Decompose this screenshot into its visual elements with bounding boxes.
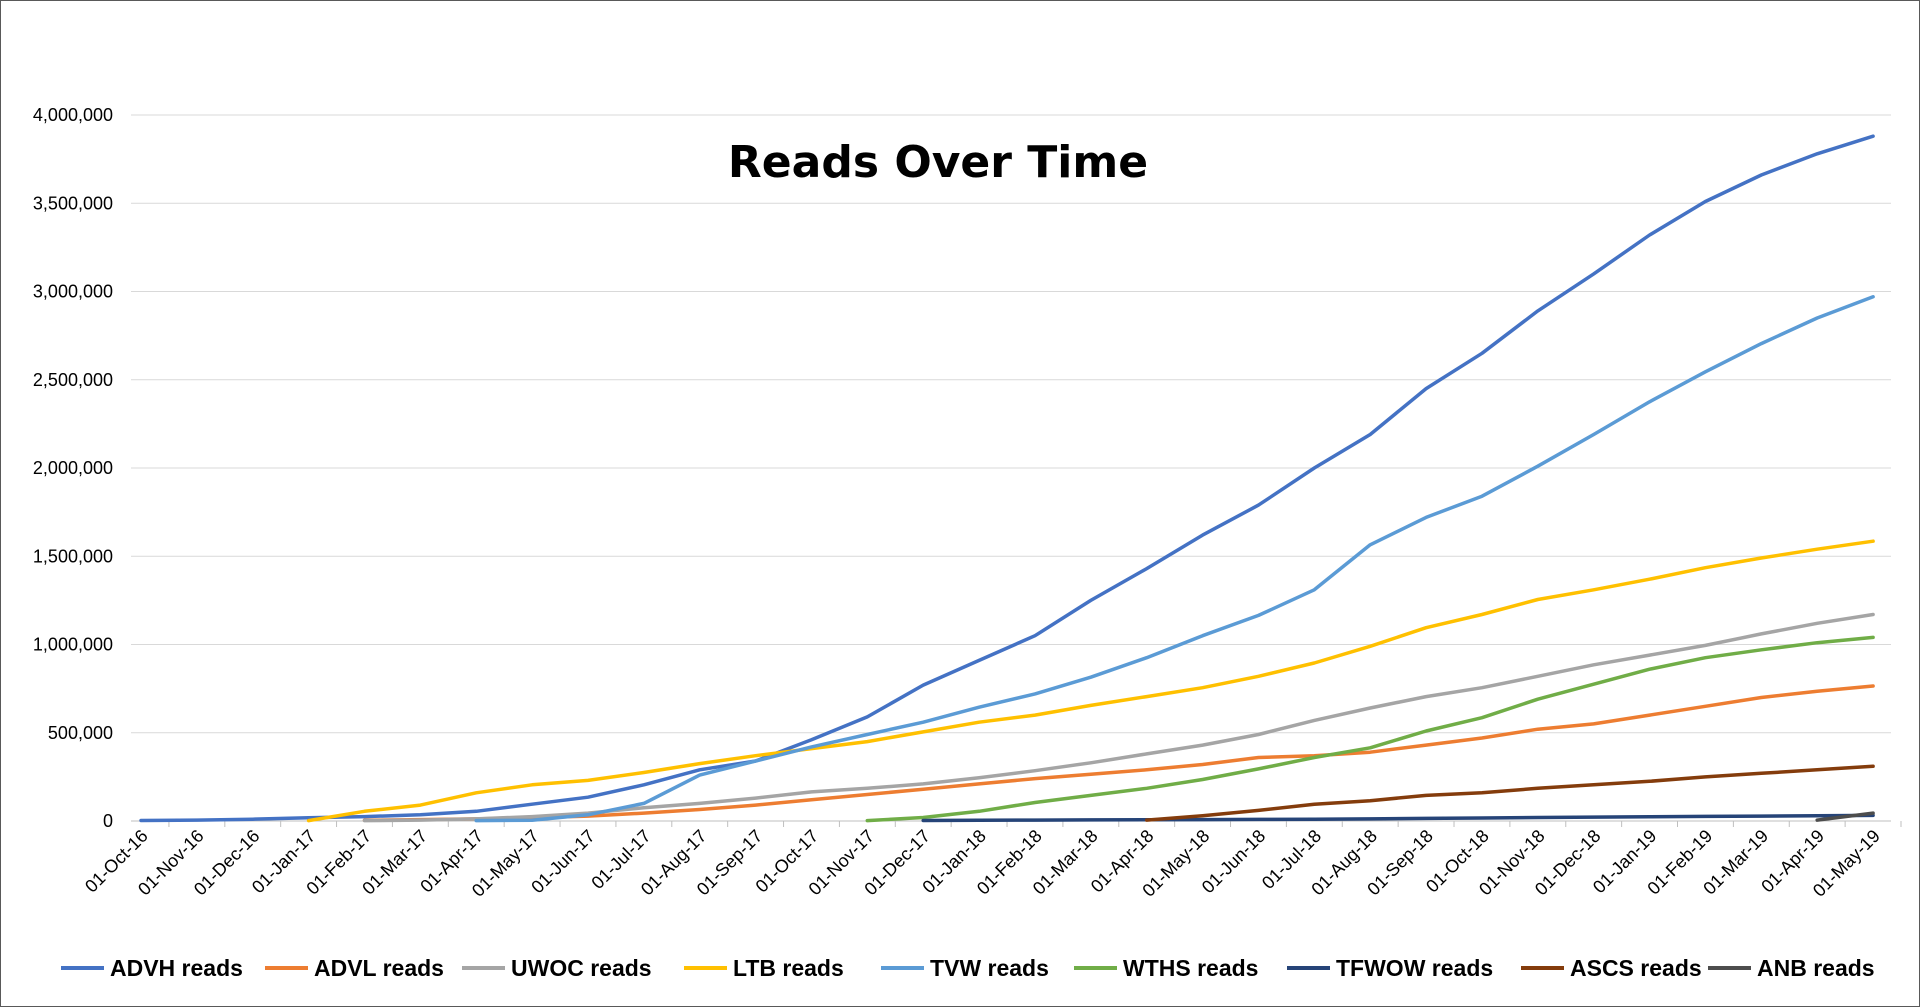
legend-label: ANB reads <box>1757 955 1875 981</box>
y-tick-label: 2,500,000 <box>33 370 113 390</box>
y-tick-label: 3,500,000 <box>33 193 113 213</box>
series-line <box>865 635 1875 823</box>
legend-label: TFWOW reads <box>1336 955 1493 981</box>
legend-label: TVW reads <box>930 955 1049 981</box>
legend-label: ADVL reads <box>314 955 444 981</box>
series-line <box>921 813 1875 823</box>
y-tick-label: 500,000 <box>48 723 113 743</box>
x-axis-ticks: 01-Oct-1601-Nov-1601-Dec-1601-Jan-1701-F… <box>81 821 1902 901</box>
legend-label: UWOC reads <box>511 955 652 981</box>
series-line <box>306 539 1875 823</box>
y-tick-label: 4,000,000 <box>33 105 113 125</box>
series-lines <box>139 134 1875 823</box>
series-line <box>1815 811 1875 822</box>
legend-label: ADVH reads <box>110 955 243 981</box>
y-tick-label: 1,000,000 <box>33 635 113 655</box>
y-tick-label: 0 <box>103 811 113 831</box>
series-line <box>474 295 1875 823</box>
legend: ADVH reads ADVL reads UWOC reads LTB reads T… <box>61 955 1875 981</box>
y-tick-label: 2,000,000 <box>33 458 113 478</box>
legend-label: WTHS reads <box>1123 955 1258 981</box>
y-axis-ticks: 0 500,000 1,000,000 1,500,000 2,000,000 2,500… <box>33 105 113 831</box>
series-line <box>362 684 1875 823</box>
series-line <box>1144 764 1875 822</box>
y-tick-label: 1,500,000 <box>33 546 113 566</box>
legend-label: LTB reads <box>733 955 844 981</box>
chart-title: Reads Over Time <box>728 137 1148 188</box>
legend-label: ASCS reads <box>1570 955 1702 981</box>
gridlines <box>131 114 1891 822</box>
series-line <box>139 134 1875 823</box>
series-line <box>362 612 1875 823</box>
y-tick-label: 3,000,000 <box>33 282 113 302</box>
